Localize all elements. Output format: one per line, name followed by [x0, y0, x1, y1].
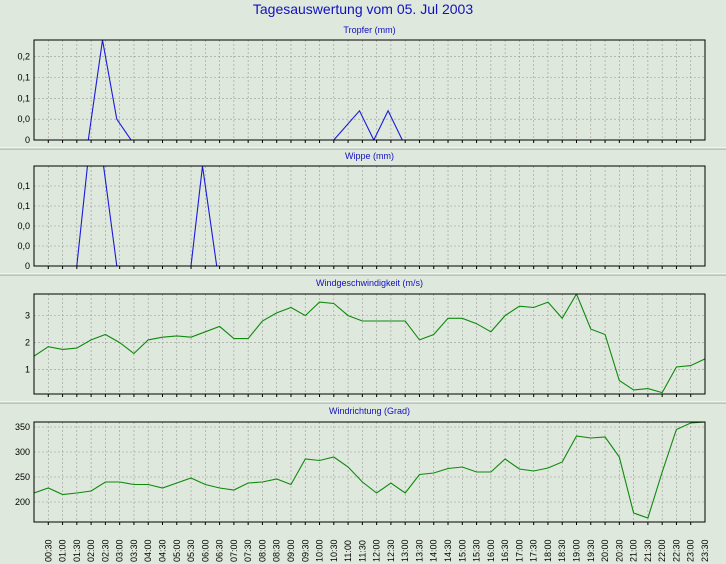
x-axis-labels: 00:30 01:00 01:30 02:00 02:30 03:00 03:30 04:00…: [43, 539, 710, 562]
x-tick-label: 11:30: [357, 540, 367, 562]
x-tick-label: 17:30: [529, 539, 539, 562]
y-tick-label: 0,1: [17, 93, 30, 103]
y-tick-label: 0,0: [17, 221, 30, 231]
x-tick-label: 13:30: [414, 539, 424, 562]
x-tick-label: 17:00: [514, 539, 524, 562]
x-tick-label: 18:30: [557, 539, 567, 562]
x-tick-label: 10:00: [315, 539, 325, 562]
y-tick-label: 0,2: [17, 52, 30, 62]
y-tick-label: 3: [25, 311, 30, 321]
x-tick-label: 05:30: [186, 539, 196, 562]
chart-panel-1: Tropfer (mm) 0 0,0 0,1 0,1 0,2: [0, 25, 726, 150]
plot-frame: [33, 39, 706, 141]
series-line: [48, 166, 705, 266]
x-tick-label: 01:30: [72, 539, 82, 562]
x-tick-label: 05:00: [172, 539, 182, 562]
x-tick-label: 15:30: [472, 539, 482, 562]
y-tick-label: 0,1: [17, 181, 30, 191]
x-tick-label: 04:30: [157, 539, 167, 562]
x-tick-label: 09:00: [286, 539, 296, 562]
page-title: Tagesauswertung vom 05. Jul 2003: [252, 1, 474, 17]
y-tick-label: 350: [15, 422, 30, 432]
x-tick-label: 19:00: [572, 539, 582, 562]
chart-panel-3: Windgeschwindigkeit (m/s) 1 2 3: [0, 278, 726, 404]
x-tick-label: 22:30: [671, 539, 681, 562]
y-tick-label: 0: [25, 135, 30, 145]
panel-title: Tropfer (mm): [343, 25, 395, 35]
series-line: [48, 40, 705, 140]
y-tick-label: 1: [25, 365, 30, 375]
x-tick-label: 12:30: [386, 539, 396, 562]
x-tick-label: 00:30: [43, 539, 53, 562]
x-tick-label: 03:00: [115, 539, 125, 562]
plot-frame: [33, 165, 706, 267]
x-tick-label: 09:30: [300, 539, 310, 562]
y-tick-label: 300: [15, 447, 30, 457]
x-tick-label: 14:30: [443, 539, 453, 562]
y-tick-label: 250: [15, 472, 30, 482]
x-tick-label: 07:30: [243, 539, 253, 562]
x-tick-label: 13:00: [400, 539, 410, 562]
y-tick-label: 0,1: [17, 201, 30, 211]
x-tick-label: 10:30: [329, 539, 339, 562]
x-tick-label: 02:00: [86, 539, 96, 562]
x-tick-label: 20:30: [614, 539, 624, 562]
y-tick-label: 2: [25, 338, 30, 348]
x-tick-label: 06:00: [200, 539, 210, 562]
x-tick-label: 23:30: [700, 539, 710, 562]
x-tick-label: 20:00: [600, 539, 610, 562]
x-tick-label: 14:00: [429, 539, 439, 562]
x-tick-label: 08:30: [272, 539, 282, 562]
x-tick-label: 16:00: [486, 539, 496, 562]
x-tick-label: 07:00: [229, 539, 239, 562]
y-tick-label: 0,0: [17, 114, 30, 124]
panel-title: Windgeschwindigkeit (m/s): [316, 278, 423, 288]
x-tick-label: 22:00: [657, 539, 667, 562]
x-tick-label: 02:30: [100, 539, 110, 562]
y-tick-label: 200: [15, 497, 30, 507]
x-tick-label: 18:00: [543, 539, 553, 562]
panel-title: Windrichtung (Grad): [329, 406, 410, 416]
x-tick-label: 21:00: [629, 539, 639, 562]
x-tick-label: 19:30: [586, 539, 596, 562]
x-tick-label: 23:00: [686, 539, 696, 562]
x-tick-label: 01:00: [58, 539, 68, 562]
x-tick-label: 15:00: [457, 539, 467, 562]
panel-title: Wippe (mm): [345, 151, 394, 161]
x-tick-label: 08:00: [257, 539, 267, 562]
plot-frame: [33, 293, 706, 395]
x-tick-label: 11:00: [343, 540, 353, 562]
x-tick-label: 21:30: [643, 539, 653, 562]
x-tick-label: 04:00: [143, 539, 153, 562]
chart-panel-4: Windrichtung (Grad) 200 250 300 350: [15, 406, 706, 525]
y-tick-label: 0,0: [17, 241, 30, 251]
series-line: [34, 294, 705, 394]
x-tick-label: 06:30: [215, 539, 225, 562]
y-tick-label: 0: [25, 261, 30, 271]
y-tick-label: 0,1: [17, 73, 30, 83]
series-line: [34, 422, 705, 519]
x-tick-label: 16:30: [500, 539, 510, 562]
chart-panel-2: Wippe (mm) 0 0,0 0,0 0,1 0,1: [0, 151, 726, 276]
x-tick-label: 03:30: [129, 539, 139, 562]
x-tick-label: 12:00: [372, 539, 382, 562]
plot-frame: [33, 421, 706, 523]
